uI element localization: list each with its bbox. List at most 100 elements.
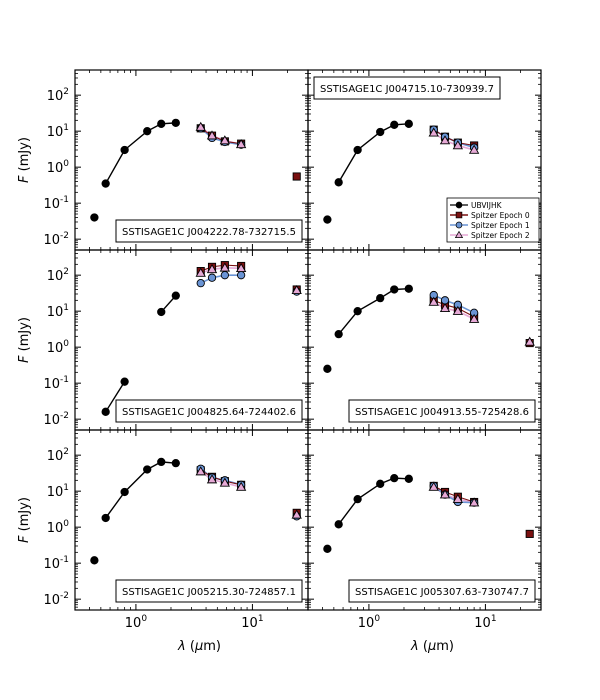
ubvijhk-point — [323, 544, 332, 553]
panel-6: 100 101 SSTISAGE1C J005307.63-730747.7 λ (μ… — [307, 429, 542, 654]
legend-label: Spitzer Epoch 1 — [471, 221, 530, 230]
panel-2: SSTISAGE1C J004715.10-730939.7UBVIJHKSpi… — [307, 69, 542, 251]
ubvijhk-point — [404, 474, 413, 483]
ubvijhk-point — [143, 127, 152, 136]
ubvijhk-point — [390, 120, 399, 129]
ubvijhk-point — [390, 473, 399, 483]
epoch0-line — [200, 469, 242, 486]
data-layer — [323, 473, 534, 553]
epoch2-point — [468, 144, 480, 154]
epoch2-point — [235, 139, 247, 149]
y-tick-label: 10-1 — [43, 375, 69, 392]
y-axis-label: F (mJy) — [17, 317, 32, 363]
x-tick-label: 100 — [125, 614, 148, 631]
source-label-box — [115, 219, 303, 243]
legend-marker — [455, 201, 463, 209]
epoch2-point — [524, 336, 535, 346]
y-tick-label: 101 — [47, 123, 69, 140]
ubvijhk-point — [390, 285, 399, 294]
ubvijhk-line — [338, 288, 409, 335]
ubvijhk-point — [334, 178, 343, 187]
ubvijhk-point — [101, 513, 110, 523]
epoch0-point — [292, 172, 301, 181]
ubvijhk-point — [404, 119, 413, 128]
ubvijhk-point — [143, 465, 152, 474]
ubvijhk-point — [353, 145, 362, 155]
ubvijhk-point — [353, 494, 362, 504]
epoch2-line — [200, 470, 242, 488]
y-tick-label: 10-1 — [43, 195, 69, 212]
y-tick-label: 10-1 — [43, 555, 69, 572]
y-tick-label: 10-2 — [43, 591, 69, 608]
panel-1: 10-2 10-1 100 101 102 SSTISAGE1C J004222.78-7… — [17, 69, 309, 251]
panel-frame — [307, 429, 542, 611]
epoch2-point — [291, 509, 302, 519]
epoch2-point — [439, 135, 451, 145]
source-label-box — [348, 579, 536, 603]
epoch2-point — [452, 140, 464, 150]
source-label-box — [115, 579, 303, 603]
epoch1-line — [433, 485, 475, 504]
epoch1-point — [207, 273, 217, 282]
ubvijhk-point — [157, 307, 166, 317]
ubvijhk-point — [171, 458, 180, 468]
epoch1-point — [196, 278, 205, 288]
ubvijhk-point — [404, 284, 413, 293]
ubvijhk-point — [90, 556, 99, 565]
source-label: SSTISAGE1C J004222.78-732715.5 — [122, 227, 296, 238]
y-tick-label: 100 — [47, 519, 70, 536]
x-axis-label: λ (μm) — [177, 639, 221, 654]
data-layer — [323, 119, 480, 224]
ubvijhk-point — [376, 479, 385, 488]
legend-label: UBVIJHK — [471, 201, 503, 210]
epoch2-point — [235, 481, 247, 491]
ubvijhk-line — [338, 477, 409, 525]
ubvijhk-point — [90, 213, 99, 222]
epoch2-point — [428, 481, 439, 491]
epoch2-point — [219, 135, 231, 145]
ubvijhk-line — [105, 122, 176, 184]
y-tick-label: 100 — [47, 339, 70, 356]
epoch1-point — [440, 296, 450, 305]
epoch2-point — [428, 127, 439, 137]
epoch1-line — [200, 274, 242, 284]
epoch0-line — [433, 299, 475, 318]
y-tick-label: 102 — [47, 267, 69, 284]
epoch0-line — [200, 127, 242, 145]
ubvijhk-line — [105, 381, 126, 413]
y-axis-label: F (mJy) — [17, 137, 32, 183]
ubvijhk-point — [171, 291, 180, 300]
y-tick-label: 10-2 — [43, 411, 69, 428]
epoch1-line — [200, 127, 242, 146]
data-layer — [90, 118, 301, 222]
source-label: SSTISAGE1C J004913.55-725428.6 — [355, 407, 529, 418]
source-label-box — [348, 399, 536, 423]
ubvijhk-point — [157, 119, 166, 128]
epoch0-point — [525, 529, 534, 538]
ubvijhk-point — [157, 457, 166, 467]
epoch2-point — [195, 466, 206, 476]
ubvijhk-point — [171, 118, 180, 128]
epoch2-point — [439, 303, 451, 313]
legend-label: Spitzer Epoch 2 — [471, 231, 530, 240]
epoch2-point — [439, 489, 451, 499]
ubvijhk-point — [353, 307, 362, 316]
ubvijhk-point — [334, 520, 343, 529]
ubvijhk-line — [338, 123, 409, 183]
epoch2-point — [206, 264, 218, 274]
y-tick-label: 102 — [47, 87, 69, 104]
ubvijhk-point — [120, 145, 129, 155]
x-axis-label: λ (μm) — [410, 639, 454, 654]
epoch2-point — [206, 474, 218, 484]
ubvijhk-point — [376, 293, 385, 303]
x-tick-label: 101 — [241, 614, 263, 631]
epoch2-point — [195, 267, 206, 277]
ubvijhk-point — [120, 487, 129, 497]
panel-4: SSTISAGE1C J004913.55-725428.6 — [307, 249, 542, 431]
epoch2-point — [468, 313, 480, 323]
y-tick-label: 100 — [47, 159, 70, 176]
source-label-box — [313, 76, 501, 100]
data-layer — [323, 284, 535, 373]
y-tick-label: 101 — [47, 483, 69, 500]
